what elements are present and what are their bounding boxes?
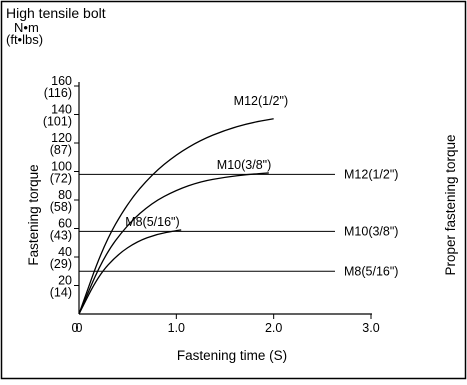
y-tick-sublabel: (58) xyxy=(50,200,72,214)
x-axis-title: Fastening time (S) xyxy=(177,348,287,363)
x-tick-label: 3.0 xyxy=(362,321,379,335)
curve-label: M8(5/16") xyxy=(125,215,179,229)
curve-1 xyxy=(78,172,269,315)
reference-line-label: M10(3/8") xyxy=(344,224,398,238)
y-tick-sublabel: (101) xyxy=(43,115,72,129)
unit-secondary: (ft•lbs) xyxy=(6,32,43,47)
right-axis-title: Proper fastening torque xyxy=(443,134,458,275)
y-tick-sublabel: (87) xyxy=(50,143,72,157)
y-tick-label: 120 xyxy=(51,131,72,145)
reference-line-label: M12(1/2") xyxy=(344,167,398,181)
ticks: 160(116) 140(101) 120(87) 100(72) 80(58) 60(4… xyxy=(43,74,380,335)
chart-title: High tensile bolt xyxy=(6,5,106,21)
unit-primary: N•m xyxy=(14,20,39,35)
curve-0 xyxy=(78,118,274,315)
curve-2 xyxy=(78,229,182,315)
y-tick-label: 20 xyxy=(58,274,72,288)
x-tick-label: 2.0 xyxy=(265,321,282,335)
curve-label: M12(1/2") xyxy=(234,94,288,108)
y-tick-sublabel: (29) xyxy=(50,257,72,271)
x-tick-label: 0 xyxy=(76,321,83,335)
y-tick-label: 80 xyxy=(58,188,72,202)
y-tick-label: 160 xyxy=(51,74,72,88)
axes xyxy=(78,82,372,315)
y-tick-label: 140 xyxy=(51,103,72,117)
curve-label: M10(3/8") xyxy=(217,158,271,172)
x-tick-label: 1.0 xyxy=(168,321,185,335)
y-tick-label: 100 xyxy=(51,160,72,174)
y-tick-label: 40 xyxy=(58,245,72,259)
y-axis-title: Fastening torque xyxy=(26,164,41,265)
reference-lines: M12(1/2") M10(3/8") M8(5/16") xyxy=(79,167,398,278)
y-tick-label: 60 xyxy=(58,217,72,231)
reference-line-label: M8(5/16") xyxy=(344,264,398,278)
y-tick-sublabel: (43) xyxy=(50,229,72,243)
curves: M12(1/2") M10(3/8") M8(5/16") xyxy=(78,94,288,315)
origin-label: 0 xyxy=(72,321,79,335)
y-tick-sublabel: (14) xyxy=(50,286,72,300)
y-tick-sublabel: (116) xyxy=(44,86,72,100)
y-tick-sublabel: (72) xyxy=(50,172,72,186)
